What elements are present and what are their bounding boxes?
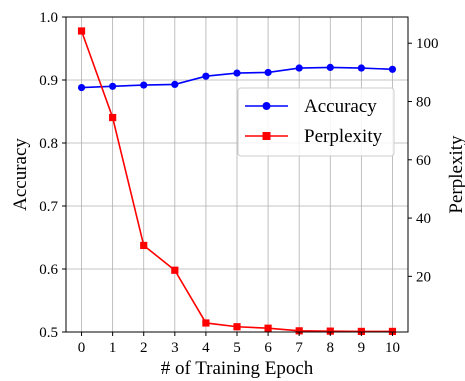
- x-tick-label: 4: [202, 340, 210, 356]
- perplexity-point: [202, 319, 210, 327]
- y-left-tick-label: 0.9: [39, 73, 58, 89]
- y-right-tick-label: 80: [416, 95, 431, 111]
- y-right-tick-label: 20: [416, 269, 431, 285]
- perplexity-point: [171, 266, 179, 274]
- accuracy-point: [357, 64, 365, 72]
- legend-perplexity-marker: [262, 132, 271, 140]
- accuracy-point: [326, 63, 334, 71]
- x-tick-label: 3: [171, 340, 179, 356]
- perplexity-point: [295, 327, 303, 335]
- x-axis-label: # of Training Epoch: [161, 358, 314, 379]
- y-left-tick-label: 0.5: [39, 325, 58, 341]
- x-tick-label: 1: [109, 340, 117, 356]
- legend-perplexity-label: Perplexity: [304, 126, 383, 147]
- accuracy-point: [140, 81, 148, 89]
- x-tick-label: 10: [385, 340, 400, 356]
- y-right-tick-label: 100: [416, 36, 439, 52]
- y-left-tick-label: 0.6: [39, 262, 58, 278]
- y-axis-left-label: Accuracy: [10, 138, 31, 211]
- accuracy-point: [264, 68, 272, 77]
- legend-box: [237, 87, 395, 157]
- y-right-tick-label: 60: [416, 153, 431, 169]
- x-tick-label: 8: [327, 340, 335, 356]
- x-tick-label: 9: [358, 340, 366, 356]
- accuracy-point: [202, 72, 210, 80]
- x-tick-label: 5: [233, 340, 241, 356]
- perplexity-point: [77, 27, 86, 35]
- y-axis-right-label: Perplexity: [446, 135, 465, 214]
- perplexity-point: [233, 323, 241, 331]
- accuracy-point: [388, 65, 397, 73]
- x-tick-label: 7: [295, 340, 303, 356]
- perplexity-point: [140, 241, 148, 250]
- y-left-tick-label: 1.0: [39, 10, 58, 26]
- y-left-tick-label: 0.7: [39, 199, 58, 215]
- accuracy-point: [109, 82, 117, 90]
- perplexity-point: [109, 113, 117, 122]
- accuracy-point: [77, 83, 86, 92]
- ticks-layer: 0 1 2 3 4 5 6 7 8 9 10 0.5 0.6 0.7 0.8 0.9 1.0 20 40 60 80 10…: [39, 10, 438, 356]
- perplexity-point: [264, 324, 272, 332]
- accuracy-point: [171, 80, 179, 89]
- x-tick-label: 6: [264, 340, 272, 356]
- x-tick-label: 2: [140, 340, 148, 356]
- perplexity-point: [326, 327, 334, 335]
- y-left-tick-label: 0.8: [39, 136, 58, 152]
- legend-accuracy-marker: [262, 102, 271, 110]
- y-right-tick-label: 40: [416, 211, 431, 227]
- grid: [66, 16, 408, 333]
- series-layer: [77, 27, 397, 336]
- legend-accuracy-label: Accuracy: [304, 96, 377, 117]
- perplexity-point: [388, 327, 397, 336]
- accuracy-point: [233, 69, 241, 77]
- accuracy-point: [295, 64, 303, 72]
- perplexity-point: [357, 327, 365, 336]
- legend: Accuracy Perplexity: [237, 87, 395, 157]
- x-tick-label: 0: [78, 340, 86, 356]
